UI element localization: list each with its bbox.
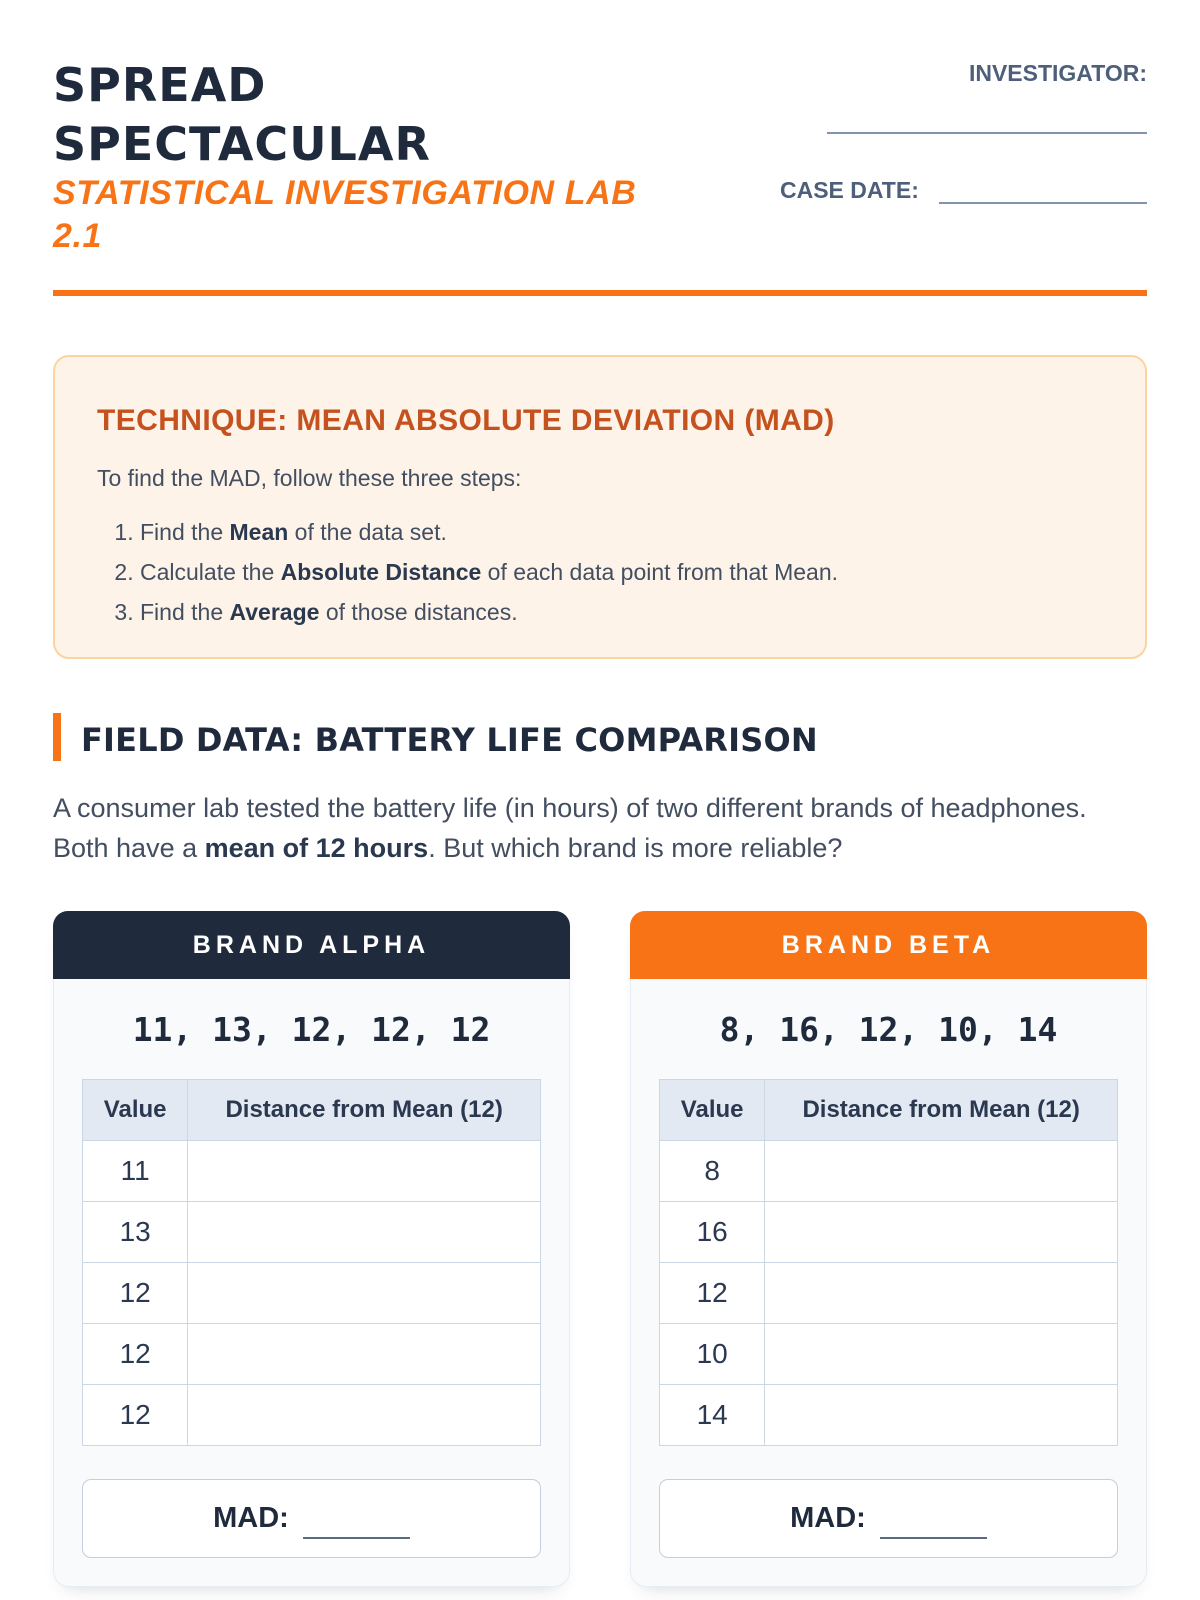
scenario-text-part: A consumer lab tested the battery life (… (53, 793, 1087, 864)
brand-beta-card: BRAND BETA 8, 16, 12, 10, 14 Value Dista… (630, 911, 1147, 1588)
table-row: 16 (658, 1201, 1118, 1264)
scenario-text-emphasis: mean of 12 hours (204, 833, 429, 864)
value-cell: 12 (81, 1323, 189, 1386)
step-keyword: Mean (229, 519, 289, 546)
brand-beta-values: 8, 16, 12, 10, 14 (719, 1010, 1058, 1050)
scenario-text: A consumer lab tested the battery life (… (53, 788, 1113, 868)
section-heading: FIELD DATA: BATTERY LIFE COMPARISON (53, 713, 1147, 762)
technique-step: Find the Average of those distances. (140, 598, 1103, 627)
distance-answer-cell[interactable] (764, 1262, 1118, 1325)
value-cell: 16 (658, 1201, 766, 1264)
distance-answer-cell[interactable] (764, 1384, 1118, 1447)
page-title: SPREAD SPECTACULAR (53, 58, 431, 171)
case-date-write-line[interactable] (938, 202, 1147, 204)
value-column-header: Value (658, 1079, 766, 1142)
section-heading-text: FIELD DATA: BATTERY LIFE COMPARISON (81, 721, 818, 760)
distance-answer-cell[interactable] (764, 1140, 1118, 1203)
value-cell: 11 (81, 1140, 189, 1203)
brand-alpha-card: BRAND ALPHA 11, 13, 12, 12, 12 Value Dis… (53, 911, 570, 1588)
brand-alpha-header: BRAND ALPHA (53, 911, 570, 980)
brand-cards: BRAND ALPHA 11, 13, 12, 12, 12 Value Dis… (53, 911, 1147, 1588)
technique-step: Calculate the Absolute Distance of each … (140, 558, 1103, 587)
distance-answer-cell[interactable] (764, 1323, 1118, 1386)
header-meta: INVESTIGATOR: CASE DATE: (780, 56, 1147, 258)
distance-answer-cell[interactable] (187, 1140, 541, 1203)
table-row: 12 (81, 1384, 541, 1447)
case-date-row: CASE DATE: (780, 177, 1147, 204)
technique-title: TECHNIQUE: MEAN ABSOLUTE DEVIATION (MAD) (97, 404, 835, 437)
brand-beta-mad-box: MAD: (659, 1479, 1118, 1559)
header-title-block: SPREAD SPECTACULAR STATISTICAL INVESTIGA… (53, 56, 653, 258)
brand-alpha-table: Value Distance from Mean (12) 11 13 12 12 12 (81, 1079, 541, 1447)
value-cell: 12 (81, 1384, 189, 1447)
scenario-text-part: . But which brand is more reliable? (428, 833, 843, 864)
step-text: Find the (140, 519, 230, 546)
distance-column-header: Distance from Mean (12) (764, 1079, 1118, 1142)
technique-intro: To find the MAD, follow these three step… (97, 465, 522, 491)
table-row: 11 (81, 1140, 541, 1203)
mad-label: MAD: (213, 1502, 289, 1535)
value-cell: 12 (81, 1262, 189, 1325)
brand-beta-table: Value Distance from Mean (12) 8 16 12 10 14 (658, 1079, 1118, 1447)
distance-answer-cell[interactable] (187, 1262, 541, 1325)
value-cell: 10 (658, 1323, 766, 1386)
value-cell: 14 (658, 1384, 766, 1447)
step-text: Calculate the (140, 559, 281, 586)
brand-beta-body: 8, 16, 12, 10, 14 Value Distance from Me… (631, 979, 1146, 1559)
brand-beta-header: BRAND BETA (630, 911, 1147, 980)
value-cell: 8 (658, 1140, 766, 1203)
distance-column-header: Distance from Mean (12) (187, 1079, 541, 1142)
table-row: 14 (658, 1384, 1118, 1447)
step-text: of each data point from that Mean. (481, 559, 839, 586)
table-row: 10 (658, 1323, 1118, 1386)
value-cell: 12 (658, 1262, 766, 1325)
table-row: 13 (81, 1201, 541, 1264)
table-row: 12 (81, 1262, 541, 1325)
value-cell: 13 (81, 1201, 189, 1264)
distance-answer-cell[interactable] (187, 1323, 541, 1386)
step-text: Find the (140, 599, 230, 626)
header: SPREAD SPECTACULAR STATISTICAL INVESTIGA… (53, 0, 1147, 258)
distance-answer-cell[interactable] (764, 1201, 1118, 1264)
step-keyword: Average (229, 599, 320, 626)
mad-label: MAD: (790, 1502, 866, 1535)
brand-alpha-body: 11, 13, 12, 12, 12 Value Distance from M… (54, 979, 569, 1559)
distance-answer-cell[interactable] (187, 1384, 541, 1447)
table-row: 12 (658, 1262, 1118, 1325)
value-column-header: Value (81, 1079, 189, 1142)
header-divider (53, 290, 1147, 296)
brand-beta-mad-answer-line[interactable] (879, 1499, 987, 1539)
table-row: 12 (81, 1323, 541, 1386)
investigator-label: INVESTIGATOR: (968, 60, 1147, 86)
technique-step: Find the Mean of the data set. (140, 518, 1103, 547)
technique-steps: Find the Mean of the data set. Calculate… (97, 518, 1103, 627)
step-keyword: Absolute Distance (280, 559, 482, 586)
step-text: of the data set. (288, 519, 447, 546)
distance-answer-cell[interactable] (187, 1201, 541, 1264)
investigator-write-line[interactable] (827, 132, 1147, 134)
section-heading-bar (53, 713, 61, 762)
page-subtitle: STATISTICAL INVESTIGATION LAB 2.1 (53, 174, 637, 255)
case-date-label: CASE DATE: (780, 177, 919, 203)
brand-alpha-mad-answer-line[interactable] (302, 1499, 410, 1539)
brand-alpha-mad-box: MAD: (82, 1479, 541, 1559)
brand-alpha-values: 11, 13, 12, 12, 12 (132, 1010, 491, 1050)
technique-box: TECHNIQUE: MEAN ABSOLUTE DEVIATION (MAD)… (53, 355, 1147, 660)
table-row: 8 (658, 1140, 1118, 1203)
step-text: of those distances. (319, 599, 518, 626)
